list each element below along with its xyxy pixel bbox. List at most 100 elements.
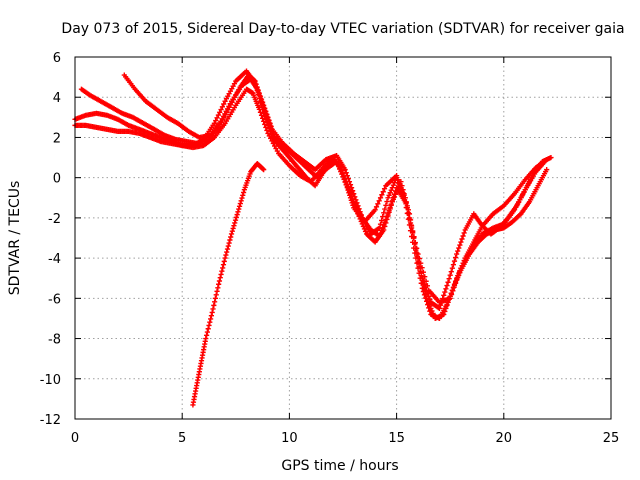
data-point (260, 166, 266, 172)
data-point (426, 305, 432, 311)
data-point (446, 276, 452, 282)
data-point (214, 115, 220, 121)
data-point (386, 207, 392, 214)
data-point (384, 214, 390, 220)
data-point (405, 216, 411, 222)
y-tick-label: -6 (48, 292, 61, 307)
data-point (222, 255, 228, 261)
data-point (239, 195, 245, 201)
series-track-1 (72, 86, 550, 305)
data-point (544, 156, 550, 163)
data-point (404, 210, 410, 216)
data-point (456, 245, 462, 251)
data-point (209, 309, 215, 316)
series-track-5 (190, 160, 267, 408)
data-point (225, 243, 231, 249)
data-point (417, 275, 423, 281)
data-point (213, 118, 219, 124)
data-point (382, 206, 388, 212)
data-point (376, 198, 382, 204)
data-point (380, 225, 386, 231)
data-point (390, 194, 396, 201)
plot-frame (74, 56, 612, 420)
data-point (228, 231, 235, 237)
data-point (207, 319, 213, 325)
data-point (211, 302, 217, 308)
data-point (445, 299, 451, 305)
data-point (232, 217, 239, 223)
data-point (270, 131, 276, 138)
data-point (261, 104, 267, 110)
data-point (436, 305, 443, 311)
data-point (450, 284, 457, 290)
data-point (230, 225, 236, 232)
data-point (224, 249, 230, 255)
data-point (444, 282, 450, 289)
data-point (377, 230, 384, 236)
x-axis-label: GPS time / hours (281, 458, 398, 474)
data-point (385, 211, 391, 217)
x-tick-labels: 0 5 10 15 20 25 (71, 431, 619, 446)
grid (75, 57, 611, 419)
data-point (455, 248, 461, 254)
data-point (449, 265, 455, 271)
data-point (424, 298, 430, 304)
data-point (421, 292, 428, 298)
data-point (234, 212, 240, 218)
y-tick-label: -8 (48, 333, 61, 348)
data-point (227, 237, 233, 243)
data-point (267, 122, 273, 128)
y-tick-label: -10 (40, 373, 61, 388)
data-point (269, 128, 275, 135)
data-point (219, 104, 225, 110)
data-point (268, 125, 274, 131)
data-point (228, 234, 234, 240)
y-tick-label: 2 (53, 131, 61, 146)
data-point (544, 167, 550, 173)
data-point (416, 270, 422, 276)
data-point (377, 221, 384, 227)
data-point (220, 262, 227, 268)
data-point (375, 201, 381, 207)
data-point (213, 292, 219, 298)
data-point (411, 245, 417, 251)
data-point (403, 204, 409, 211)
data-point (262, 107, 268, 113)
data-point (342, 167, 348, 173)
data-point (387, 204, 393, 210)
x-tick-label: 20 (496, 431, 513, 446)
data-point (461, 230, 467, 236)
data-point (458, 239, 464, 245)
data-point (377, 195, 384, 201)
data-point (216, 281, 222, 287)
data-point (237, 200, 243, 207)
y-tick-label: -2 (48, 212, 61, 227)
data-point (208, 313, 215, 319)
data-point (401, 191, 407, 197)
data-point (398, 179, 404, 185)
data-point (226, 240, 232, 246)
data-point (212, 295, 219, 301)
data-point (412, 250, 418, 256)
data-point (255, 89, 261, 95)
data-point (236, 206, 242, 212)
data-point (439, 299, 445, 305)
data-points (72, 68, 554, 408)
data-point (452, 255, 459, 261)
data-point (206, 322, 212, 329)
data-point (254, 86, 260, 92)
data-point (442, 289, 448, 295)
data-point (449, 287, 455, 293)
data-point (216, 278, 223, 284)
data-point (440, 295, 446, 302)
data-point (409, 233, 415, 240)
data-point (224, 246, 231, 252)
data-point (441, 292, 447, 298)
data-point (437, 302, 444, 308)
y-tick-label: 0 (53, 172, 61, 187)
data-point (376, 233, 383, 239)
data-point (383, 216, 389, 222)
data-point (459, 236, 465, 242)
data-point (402, 199, 408, 205)
y-tick-label: 4 (53, 91, 61, 106)
